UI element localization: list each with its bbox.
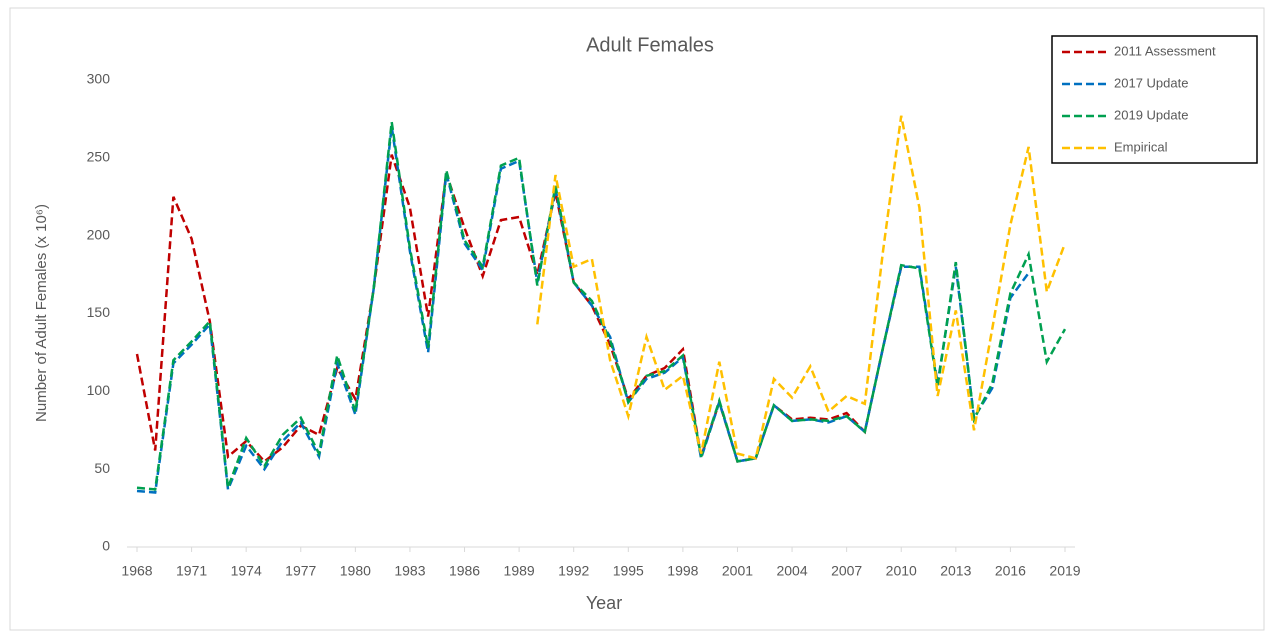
- legend-label: 2019 Update: [1114, 107, 1188, 122]
- chart-title: Adult Females: [586, 34, 714, 56]
- legend-label: Empirical: [1114, 139, 1168, 154]
- legend-label: 2017 Update: [1114, 75, 1188, 90]
- x-tick-label: 2016: [995, 563, 1026, 579]
- x-axis-title: Year: [586, 593, 622, 613]
- x-tick-label: 2004: [776, 563, 807, 579]
- y-tick-label: 250: [87, 149, 111, 165]
- y-tick-label: 100: [87, 382, 111, 398]
- x-tick-label: 2007: [831, 563, 862, 579]
- x-tick-label: 2019: [1049, 563, 1080, 579]
- y-axis-title: Number of Adult Females (x 10⁶): [33, 204, 50, 422]
- series-line: [136, 121, 1067, 491]
- x-tick-label: 2010: [886, 563, 917, 579]
- x-tick-label: 1977: [285, 563, 316, 579]
- x-tick-label: 1995: [613, 563, 644, 579]
- x-tick-label: 1998: [667, 563, 698, 579]
- y-tick-label: 50: [94, 460, 110, 476]
- legend-label: 2011 Assessment: [1114, 43, 1216, 58]
- x-tick-label: 1974: [231, 563, 262, 579]
- x-tick-label: 1992: [558, 563, 589, 579]
- x-tick-label: 1971: [176, 563, 207, 579]
- x-tick-label: 1983: [394, 563, 425, 579]
- y-tick-label: 150: [87, 304, 111, 320]
- x-tick-label: 2001: [722, 563, 753, 579]
- y-tick-label: 200: [87, 226, 111, 242]
- x-tick-label: 1968: [121, 563, 152, 579]
- legend-box: [1051, 35, 1258, 164]
- y-tick-label: 0: [102, 538, 110, 554]
- series-line: [136, 126, 1030, 494]
- x-tick-label: 1989: [504, 563, 535, 579]
- series-line: [536, 115, 1067, 460]
- x-tick-label: 1980: [340, 563, 371, 579]
- y-tick-label: 300: [87, 71, 111, 87]
- x-tick-label: 1986: [449, 563, 480, 579]
- x-tick-label: 2013: [940, 563, 971, 579]
